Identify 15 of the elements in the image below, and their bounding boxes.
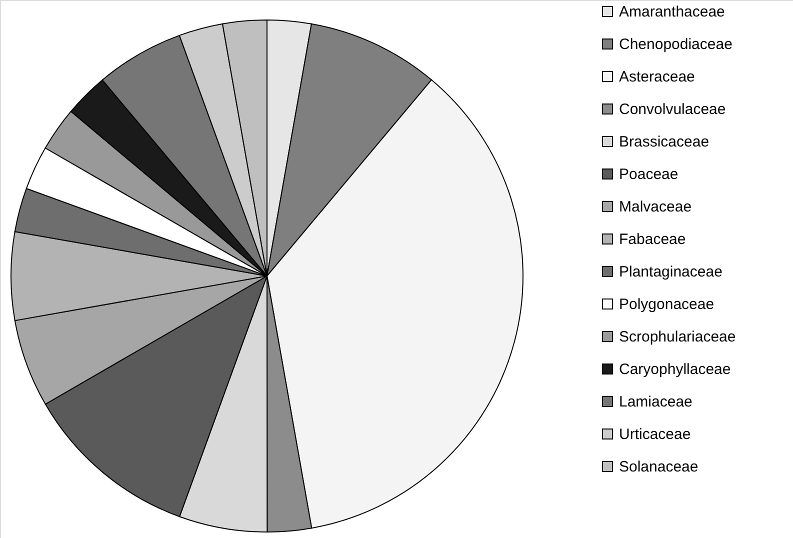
legend-label: Convolvulaceae (619, 101, 726, 118)
legend-label: Poaceae (619, 166, 678, 183)
legend-label: Chenopodiaceae (619, 36, 732, 53)
legend-label: Malvaceae (619, 198, 692, 216)
legend-label: Lamiaceae (619, 394, 692, 410)
legend-label: Asteraceae (619, 68, 695, 86)
legend-label: Urticaceae (619, 426, 691, 443)
legend-label: Scrophulariaceae (619, 328, 736, 346)
legend-label: Amaranthaceae (619, 4, 725, 20)
legend-label: Fabaceae (619, 231, 686, 248)
legend-label: Caryophyllaceae (619, 361, 731, 378)
legend-label: Brassicaceae (619, 134, 710, 150)
legend-label: Solanaceae (619, 458, 698, 476)
legend-label: Plantaginaceae (619, 264, 722, 280)
legend-label: Polygonaceae (619, 296, 714, 313)
